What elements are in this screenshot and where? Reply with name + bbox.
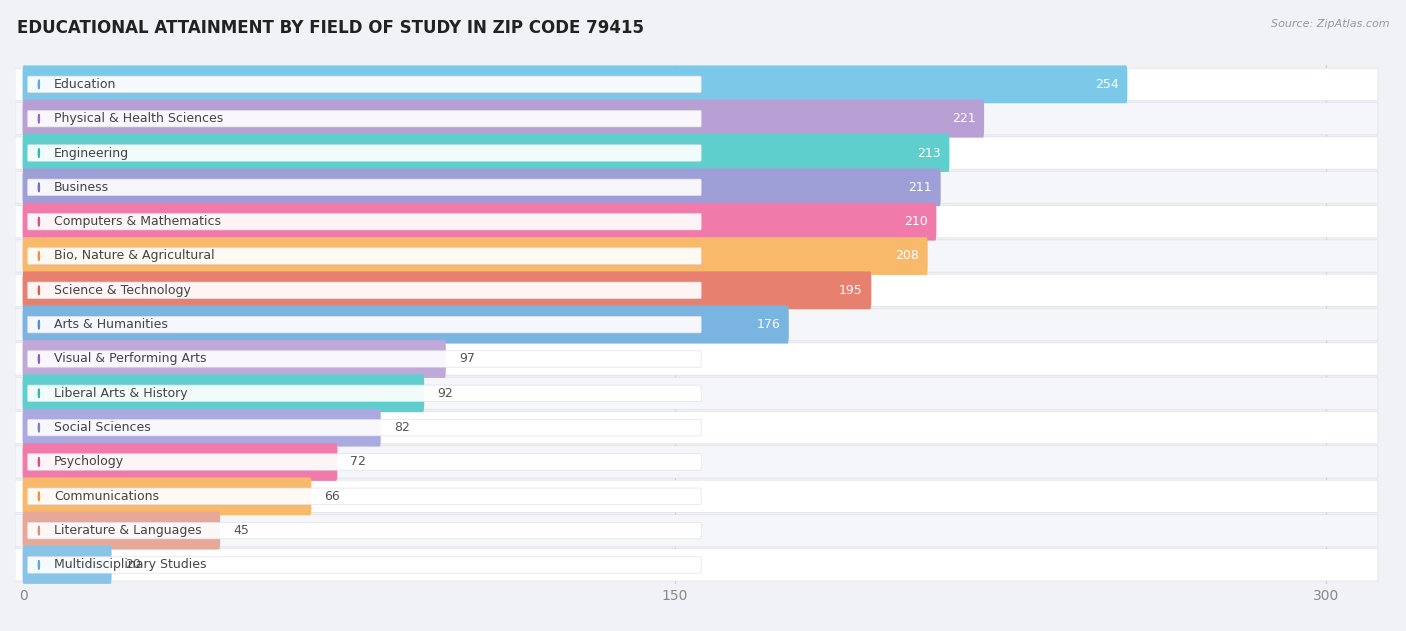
FancyBboxPatch shape (22, 478, 311, 515)
FancyBboxPatch shape (28, 351, 702, 367)
Text: Visual & Performing Arts: Visual & Performing Arts (53, 353, 207, 365)
FancyBboxPatch shape (28, 420, 702, 436)
FancyBboxPatch shape (28, 144, 702, 162)
FancyBboxPatch shape (15, 411, 1378, 444)
FancyBboxPatch shape (28, 557, 702, 573)
Text: Source: ZipAtlas.com: Source: ZipAtlas.com (1271, 19, 1389, 29)
FancyBboxPatch shape (28, 385, 702, 401)
FancyBboxPatch shape (22, 512, 221, 550)
FancyBboxPatch shape (22, 409, 381, 447)
Text: 92: 92 (437, 387, 453, 400)
FancyBboxPatch shape (15, 137, 1378, 169)
FancyBboxPatch shape (28, 76, 702, 93)
FancyBboxPatch shape (15, 171, 1378, 203)
FancyBboxPatch shape (28, 282, 702, 298)
Text: Psychology: Psychology (53, 456, 124, 468)
FancyBboxPatch shape (28, 179, 702, 196)
Text: EDUCATIONAL ATTAINMENT BY FIELD OF STUDY IN ZIP CODE 79415: EDUCATIONAL ATTAINMENT BY FIELD OF STUDY… (17, 19, 644, 37)
FancyBboxPatch shape (15, 103, 1378, 135)
FancyBboxPatch shape (22, 340, 446, 378)
Text: 195: 195 (839, 284, 862, 297)
Text: Physical & Health Sciences: Physical & Health Sciences (53, 112, 224, 125)
Text: 208: 208 (896, 249, 920, 262)
FancyBboxPatch shape (28, 213, 702, 230)
FancyBboxPatch shape (22, 134, 949, 172)
Text: Education: Education (53, 78, 117, 91)
FancyBboxPatch shape (22, 168, 941, 206)
FancyBboxPatch shape (15, 343, 1378, 375)
FancyBboxPatch shape (28, 316, 702, 333)
FancyBboxPatch shape (22, 374, 425, 412)
FancyBboxPatch shape (15, 514, 1378, 546)
FancyBboxPatch shape (15, 274, 1378, 307)
Text: 221: 221 (952, 112, 976, 125)
Text: 97: 97 (458, 353, 475, 365)
Text: Social Sciences: Social Sciences (53, 421, 150, 434)
FancyBboxPatch shape (15, 206, 1378, 238)
FancyBboxPatch shape (28, 522, 702, 539)
Text: 210: 210 (904, 215, 928, 228)
Text: 254: 254 (1095, 78, 1119, 91)
Text: Computers & Mathematics: Computers & Mathematics (53, 215, 221, 228)
FancyBboxPatch shape (28, 454, 702, 470)
FancyBboxPatch shape (15, 309, 1378, 341)
Text: 176: 176 (756, 318, 780, 331)
FancyBboxPatch shape (15, 549, 1378, 581)
Text: Science & Technology: Science & Technology (53, 284, 191, 297)
Text: Business: Business (53, 181, 110, 194)
FancyBboxPatch shape (22, 443, 337, 481)
Text: Liberal Arts & History: Liberal Arts & History (53, 387, 187, 400)
Text: 213: 213 (917, 146, 941, 160)
FancyBboxPatch shape (22, 66, 1128, 103)
Text: Multidisciplinary Studies: Multidisciplinary Studies (53, 558, 207, 572)
FancyBboxPatch shape (22, 546, 111, 584)
Text: Communications: Communications (53, 490, 159, 503)
Text: 66: 66 (325, 490, 340, 503)
FancyBboxPatch shape (28, 248, 702, 264)
FancyBboxPatch shape (28, 488, 702, 505)
FancyBboxPatch shape (22, 306, 789, 343)
Text: 72: 72 (350, 456, 366, 468)
FancyBboxPatch shape (28, 110, 702, 127)
Text: 20: 20 (125, 558, 141, 572)
Text: Bio, Nature & Agricultural: Bio, Nature & Agricultural (53, 249, 215, 262)
Text: Arts & Humanities: Arts & Humanities (53, 318, 167, 331)
FancyBboxPatch shape (22, 203, 936, 240)
FancyBboxPatch shape (22, 271, 872, 309)
FancyBboxPatch shape (15, 240, 1378, 272)
Text: Literature & Languages: Literature & Languages (53, 524, 201, 537)
FancyBboxPatch shape (22, 100, 984, 138)
Text: Engineering: Engineering (53, 146, 129, 160)
FancyBboxPatch shape (15, 446, 1378, 478)
Text: 45: 45 (233, 524, 249, 537)
FancyBboxPatch shape (22, 237, 928, 275)
Text: 211: 211 (908, 181, 932, 194)
FancyBboxPatch shape (15, 68, 1378, 100)
Text: 82: 82 (394, 421, 409, 434)
FancyBboxPatch shape (15, 377, 1378, 410)
FancyBboxPatch shape (15, 480, 1378, 512)
